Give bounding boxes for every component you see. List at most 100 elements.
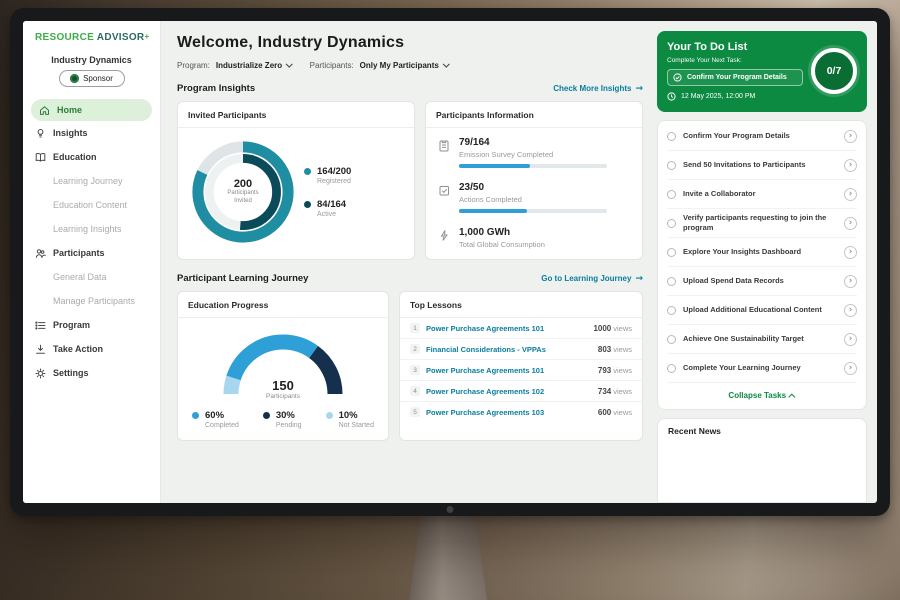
task-chevron-icon[interactable]: ›: [844, 188, 857, 201]
task-checkbox[interactable]: [667, 277, 676, 286]
task-checkbox[interactable]: [667, 306, 676, 315]
lesson-row: 1 Power Purchase Agreements 101 1000view…: [400, 318, 642, 339]
sidebar-item-education-content[interactable]: Education Content: [23, 193, 160, 217]
education-gauge-chart: 150 Participants: [219, 330, 347, 400]
task-checkbox[interactable]: [667, 364, 676, 373]
sidebar-item-home[interactable]: Home: [31, 99, 152, 121]
task-checkbox[interactable]: [667, 335, 676, 344]
task-chevron-icon[interactable]: ›: [844, 362, 857, 375]
check-more-insights-link[interactable]: Check More Insights →: [553, 84, 643, 94]
sponsor-badge[interactable]: Sponsor: [59, 70, 125, 87]
page-title: Welcome, Industry Dynamics: [177, 34, 643, 52]
program-select[interactable]: Industrialize Zero: [216, 61, 292, 70]
sidebar-item-insights[interactable]: Insights: [23, 121, 160, 145]
task-checkbox[interactable]: [667, 219, 676, 228]
invited-participants-card: Invited Participants 200: [177, 101, 415, 260]
education-participants-count: 150: [219, 378, 347, 393]
lesson-link[interactable]: Power Purchase Agreements 103: [426, 408, 592, 417]
clipboard-icon: [438, 139, 450, 152]
task-checkbox[interactable]: [667, 248, 676, 257]
task-chevron-icon[interactable]: ›: [844, 304, 857, 317]
task-chevron-icon[interactable]: ›: [844, 246, 857, 259]
task-chevron-icon[interactable]: ›: [844, 217, 857, 230]
task-row[interactable]: Verify participants requesting to join t…: [667, 209, 857, 238]
sidebar-item-participants[interactable]: Participants: [23, 241, 160, 265]
lesson-link[interactable]: Power Purchase Agreements 101: [426, 366, 592, 375]
lesson-link[interactable]: Financial Considerations - VPPAs: [426, 345, 592, 354]
sidebar-item-settings[interactable]: Settings: [23, 361, 160, 385]
sidebar-item-education[interactable]: Education: [23, 145, 160, 169]
sidebar-item-program[interactable]: Program: [23, 313, 160, 337]
arrow-right-icon: →: [635, 274, 643, 284]
sidebar-item-learning-insights[interactable]: Learning Insights: [23, 217, 160, 241]
energy-bolt-icon: [438, 229, 450, 242]
task-row[interactable]: Invite a Collaborator ›: [667, 180, 857, 209]
program-filter-label: Program:: [177, 61, 210, 70]
learning-journey-title: Participant Learning Journey: [177, 273, 308, 284]
lesson-rank: 3: [410, 365, 420, 375]
task-row[interactable]: Upload Spend Data Records ›: [667, 267, 857, 296]
sidebar-nav: Home Insights Education Learning Journey: [23, 99, 160, 385]
task-chevron-icon[interactable]: ›: [844, 130, 857, 143]
invited-total: 200: [234, 178, 252, 190]
task-row[interactable]: Confirm Your Program Details ›: [667, 122, 857, 151]
lesson-views: 600views: [598, 408, 632, 417]
lesson-rank: 5: [410, 407, 420, 417]
todo-title: Your To Do List: [667, 41, 803, 53]
sidebar-item-learning-journey[interactable]: Learning Journey: [23, 169, 160, 193]
todo-card: Your To Do List Complete Your Next Task:…: [657, 31, 867, 112]
check-square-icon: [438, 184, 450, 197]
task-row[interactable]: Explore Your Insights Dashboard ›: [667, 238, 857, 267]
chevron-up-icon: [789, 394, 795, 400]
task-chevron-icon[interactable]: ›: [844, 275, 857, 288]
monitor-stand: [409, 512, 487, 600]
task-checkbox[interactable]: [667, 161, 676, 170]
lesson-row: 4 Power Purchase Agreements 102 734views: [400, 381, 642, 402]
participants-information-title: Participants Information: [426, 102, 642, 128]
todo-progress-ring: 0/7: [811, 48, 857, 94]
education-progress-title: Education Progress: [178, 292, 388, 318]
lesson-views: 793views: [598, 366, 632, 375]
task-row[interactable]: Achieve One Sustainability Target ›: [667, 325, 857, 354]
sidebar: RESOURCE ADVISOR+ Industry Dynamics Spon…: [23, 21, 161, 503]
lesson-row: 5 Power Purchase Agreements 103 600views: [400, 402, 642, 422]
emission-survey-progressbar: [459, 164, 607, 168]
todo-subtitle: Complete Your Next Task:: [667, 57, 803, 64]
task-chevron-icon[interactable]: ›: [844, 159, 857, 172]
sidebar-item-take-action[interactable]: Take Action: [23, 337, 160, 361]
legend-dot: [263, 412, 270, 419]
task-list: Confirm Your Program Details › Send 50 I…: [667, 122, 857, 383]
legend-dot: [304, 168, 311, 175]
task-row[interactable]: Complete Your Learning Journey ›: [667, 354, 857, 383]
top-lessons-card: Top Lessons 1 Power Purchase Agreements …: [399, 291, 643, 441]
people-icon: [35, 248, 46, 259]
task-checkbox[interactable]: [667, 190, 676, 199]
sidebar-item-general-data[interactable]: General Data: [23, 265, 160, 289]
participants-select[interactable]: Only My Participants: [360, 61, 449, 70]
invited-donut-chart: 200 Participants Invited: [188, 137, 298, 247]
lesson-row: 3 Power Purchase Agreements 101 793views: [400, 360, 642, 381]
program-insights-title: Program Insights: [177, 83, 255, 94]
logo-plus: +: [144, 32, 149, 41]
top-lessons-title: Top Lessons: [400, 292, 642, 318]
legend-registered: 164/200 Registered: [304, 166, 351, 185]
next-task-chip[interactable]: Confirm Your Program Details: [667, 69, 803, 86]
org-name: Industry Dynamics: [23, 55, 160, 65]
lesson-link[interactable]: Power Purchase Agreements 101: [426, 324, 587, 333]
actions-completed-row: 23/50 Actions Completed: [426, 173, 642, 218]
education-legend: 60% Completed 30% Pending: [178, 402, 388, 440]
go-to-learning-journey-link[interactable]: Go to Learning Journey →: [541, 274, 643, 284]
emission-survey-row: 79/164 Emission Survey Completed: [426, 128, 642, 173]
top-lessons-list: 1 Power Purchase Agreements 101 1000view…: [400, 318, 642, 422]
photo-background: RESOURCE ADVISOR+ Industry Dynamics Spon…: [0, 0, 900, 600]
education-participants-label: Participants: [219, 393, 347, 400]
task-row[interactable]: Upload Additional Educational Content ›: [667, 296, 857, 325]
task-row[interactable]: Send 50 Invitations to Participants ›: [667, 151, 857, 180]
screen: RESOURCE ADVISOR+ Industry Dynamics Spon…: [23, 21, 877, 503]
sidebar-item-manage-participants[interactable]: Manage Participants: [23, 289, 160, 313]
legend-active: 84/164 Active: [304, 199, 351, 218]
lesson-link[interactable]: Power Purchase Agreements 102: [426, 387, 592, 396]
collapse-tasks-link[interactable]: Collapse Tasks: [667, 383, 857, 408]
task-checkbox[interactable]: [667, 132, 676, 141]
task-chevron-icon[interactable]: ›: [844, 333, 857, 346]
